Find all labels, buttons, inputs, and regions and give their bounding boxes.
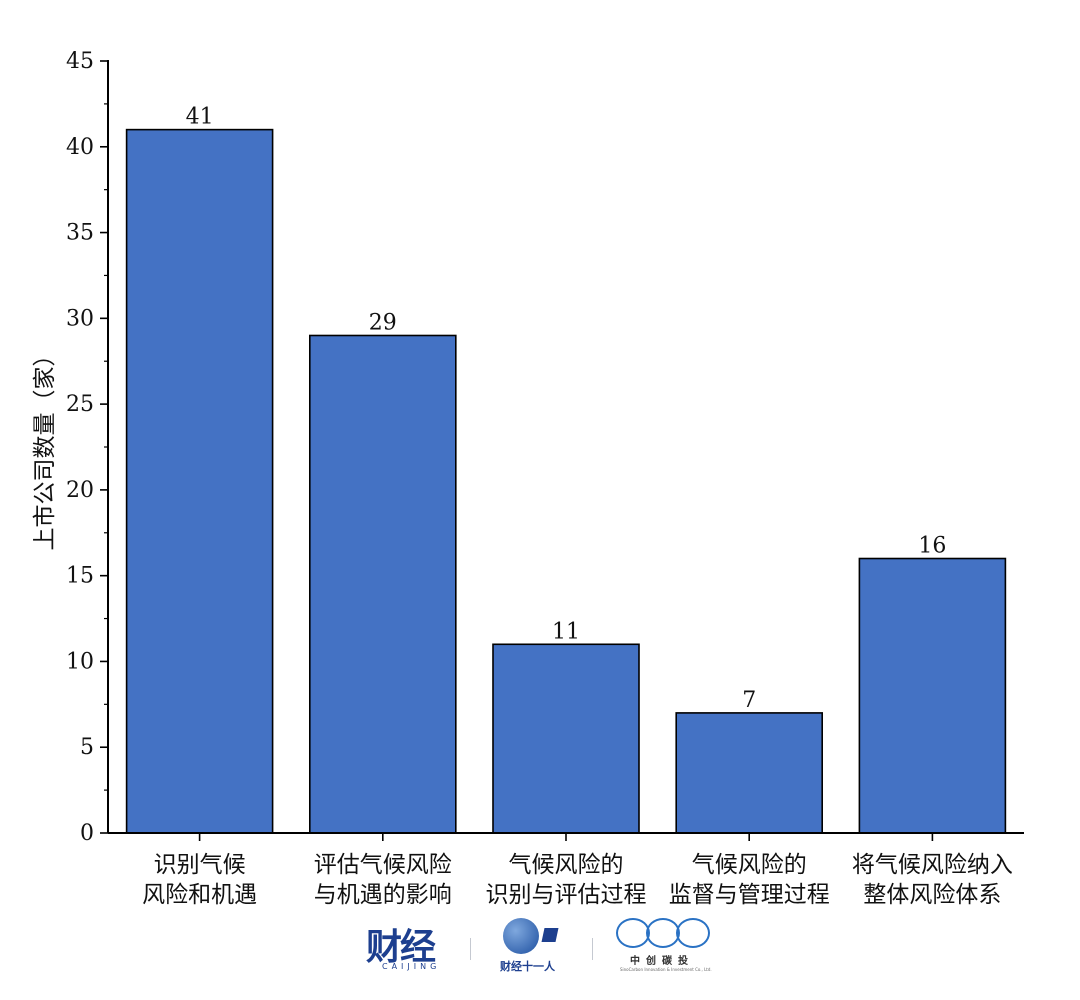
y-axis-title: 上市公司数量（家） — [32, 344, 58, 551]
sinocarbon-name: 中创碳投 — [630, 956, 694, 967]
logo-separator — [470, 938, 471, 960]
data-label: 29 — [369, 310, 397, 335]
bar — [125, 128, 274, 834]
y-tick-label: 5 — [80, 735, 94, 760]
y-tick-label: 35 — [66, 221, 94, 246]
data-label: 16 — [918, 534, 946, 559]
data-label: 41 — [186, 105, 214, 130]
bar — [308, 334, 457, 834]
x-tick-label: 评估气候风险 — [314, 852, 452, 878]
globe-icon — [503, 918, 539, 954]
bar — [492, 643, 640, 834]
bar — [675, 712, 824, 834]
ring-icon — [676, 918, 710, 948]
y-tick-label: 25 — [66, 392, 94, 417]
ring-icon — [646, 918, 680, 948]
data-label: 7 — [742, 688, 756, 713]
x-tick-label: 识别气候 — [154, 852, 246, 878]
logo-separator — [592, 938, 593, 960]
logo-strip: 财经 CAIJING 财经十一人 中创碳投 SinoCarbon Innovat… — [360, 912, 720, 982]
x-tick-label: 监督与管理过程 — [669, 882, 830, 908]
bar — [858, 557, 1007, 834]
x-tick-label: 将气候风险纳入 — [852, 852, 1013, 878]
sinocarbon-logo: 中创碳投 SinoCarbon Innovation & Investment … — [616, 916, 712, 976]
runner-icon — [541, 928, 559, 942]
y-tick-label: 40 — [66, 135, 94, 160]
x-tick-label: 气候风险的 — [692, 852, 807, 878]
x-tick-label: 风险和机遇 — [142, 882, 257, 908]
sinocarbon-sub: SinoCarbon Innovation & Investment Co., … — [620, 967, 712, 972]
bars-layer — [125, 128, 1007, 834]
caijing-logo-sub: CAIJING — [382, 962, 441, 971]
y-tick-label: 15 — [66, 564, 94, 589]
data-label: 11 — [552, 619, 580, 644]
x-tick-label: 整体风险体系 — [863, 882, 1001, 908]
y-tick-label: 0 — [80, 821, 94, 846]
y-tick-label: 30 — [66, 306, 94, 331]
x-tick-label: 识别与评估过程 — [486, 882, 647, 908]
x-tick-label: 与机遇的影响 — [314, 882, 452, 908]
caijing-logo: 财经 — [366, 927, 436, 968]
y-tick-label: 20 — [66, 478, 94, 503]
y-tick-label: 45 — [66, 49, 94, 74]
axes — [100, 60, 1024, 841]
x-tick-label: 气候风险的 — [509, 852, 624, 878]
y-tick-label: 10 — [66, 649, 94, 674]
caijing-eleven-logo: 财经十一人 — [500, 960, 555, 973]
ring-icon — [616, 918, 650, 948]
